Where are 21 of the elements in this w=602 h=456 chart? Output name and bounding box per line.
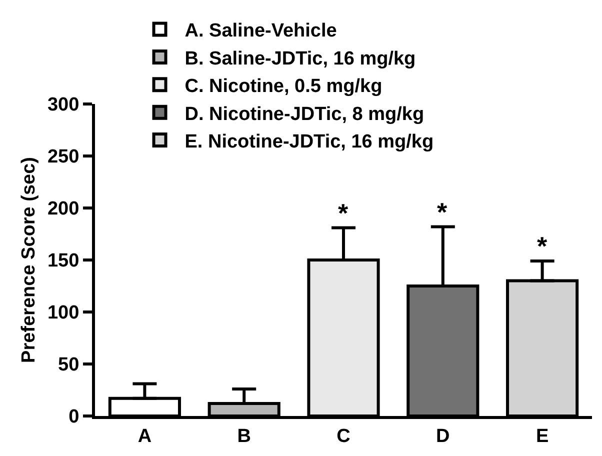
x-tick-label: B (237, 426, 251, 447)
y-tick-label: 300 (47, 94, 80, 116)
annotation: * (338, 198, 349, 228)
y-tick-label: 0 (68, 406, 80, 428)
x-tick-label: D (436, 426, 450, 447)
legend-label: D. Nicotine-JDTic, 8 mg/kg (184, 104, 424, 125)
x-tick-label: A (138, 426, 152, 447)
annotation: * (437, 197, 448, 227)
y-tick-label: 250 (47, 146, 80, 168)
y-axis-title: Preference Score (sec) (18, 157, 40, 363)
y-tick-label: 100 (47, 302, 80, 324)
legend-label: A. Saline-Vehicle (184, 20, 337, 42)
legend-label: B. Saline-JDTic, 16 mg/kg (184, 48, 416, 70)
x-tick-label: C (336, 426, 351, 447)
y-tick-label: 150 (47, 250, 80, 272)
annotation: * (537, 231, 548, 261)
y-tick-label: 200 (47, 198, 80, 220)
x-tick-label: E (536, 426, 549, 447)
y-tick-label: 50 (58, 354, 80, 376)
legend-label: C. Nicotine, 0.5 mg/kg (184, 76, 382, 98)
legend-label: E. Nicotine-JDTic, 16 mg/kg (184, 131, 434, 152)
